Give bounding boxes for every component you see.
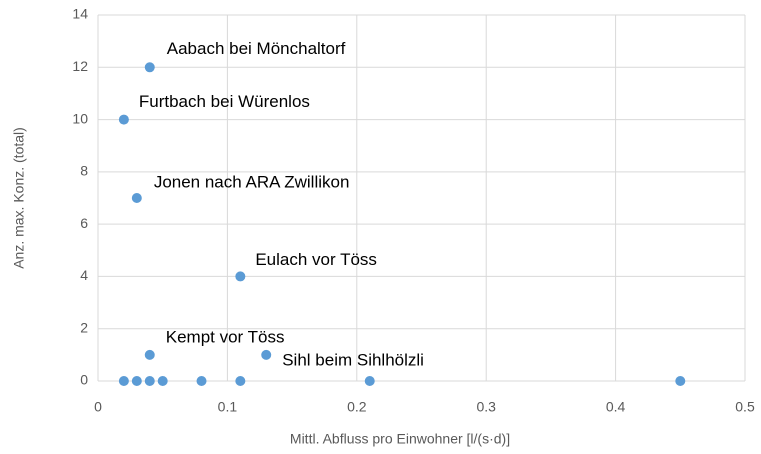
x-tick-label: 0.1 (218, 399, 238, 415)
data-point (144, 62, 155, 73)
data-point (364, 376, 375, 386)
point-label: Furtbach bei Würenlos (139, 92, 310, 111)
y-tick-label: 10 (72, 110, 88, 126)
y-axis-title: Anz. max. Konz. (total) (11, 127, 27, 269)
point-label: Sihl beim Sihlhölzli (282, 350, 424, 369)
data-point (131, 376, 142, 386)
data-point (144, 376, 155, 386)
data-point (196, 376, 207, 386)
data-point (235, 376, 246, 386)
data-point (261, 349, 272, 360)
data-point (118, 376, 129, 386)
x-axis-title: Mittl. Abfluss pro Einwohner [l/(s·d)] (290, 431, 510, 447)
data-point (144, 349, 155, 360)
x-tick-label: 0 (94, 399, 102, 415)
point-label: Jonen nach ARA Zwillikon (154, 172, 350, 191)
point-label: Eulach vor Töss (255, 250, 377, 269)
y-tick-label: 12 (72, 58, 88, 74)
x-tick-label: 0.2 (347, 399, 367, 415)
y-tick-label: 6 (80, 215, 88, 231)
data-point (118, 114, 129, 125)
y-tick-label: 2 (80, 319, 88, 335)
x-tick-label: 0.3 (476, 399, 496, 415)
y-tick-label: 8 (80, 163, 88, 179)
x-tick-label: 0.4 (606, 399, 626, 415)
data-point (157, 376, 168, 386)
point-label: Kempt vor Töss (166, 327, 285, 346)
y-tick-label: 0 (80, 372, 88, 388)
data-point (235, 271, 246, 282)
data-point (675, 376, 686, 386)
y-tick-label: 4 (80, 267, 88, 283)
data-point (131, 193, 142, 203)
x-tick-label: 0.5 (735, 399, 755, 415)
y-tick-label: 14 (72, 6, 88, 22)
point-label: Aabach bei Mönchaltorf (167, 39, 346, 58)
